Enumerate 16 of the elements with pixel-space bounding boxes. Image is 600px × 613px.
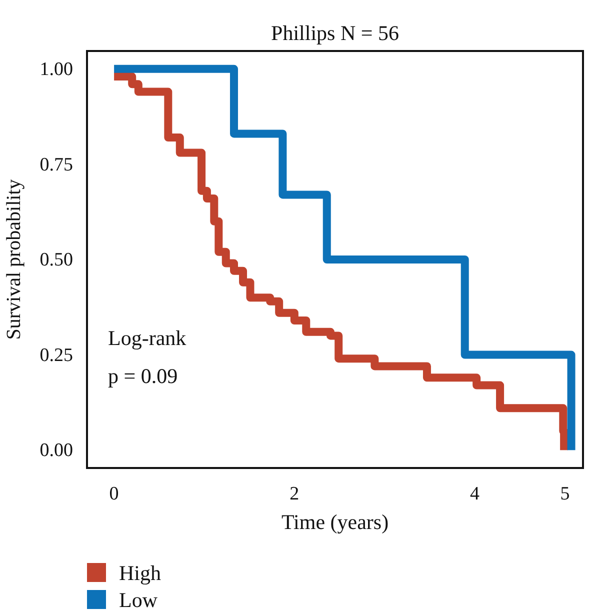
annotation: Log-rank: [108, 326, 187, 350]
y-tick-label: 0.50: [40, 250, 73, 271]
x-axis-title: Time (years): [281, 510, 389, 534]
x-tick-label: 0: [109, 483, 119, 504]
y-tick-label: 0.00: [40, 440, 73, 462]
x-tick-label: 5: [560, 483, 570, 504]
y-tick-label: 1.00: [40, 58, 73, 80]
annotation: p = 0.09: [108, 364, 178, 388]
y-tick-label: 0.75: [40, 154, 73, 176]
y-axis-title: Survival probability: [3, 179, 25, 340]
legend-label: High: [119, 561, 162, 585]
x-tick-label: 4: [470, 483, 480, 504]
legend-label: Low: [119, 588, 158, 612]
y-tick-label: 0.25: [40, 344, 73, 366]
chart-title: Phillips N = 56: [271, 21, 399, 45]
x-tick-label: 2: [290, 483, 300, 504]
